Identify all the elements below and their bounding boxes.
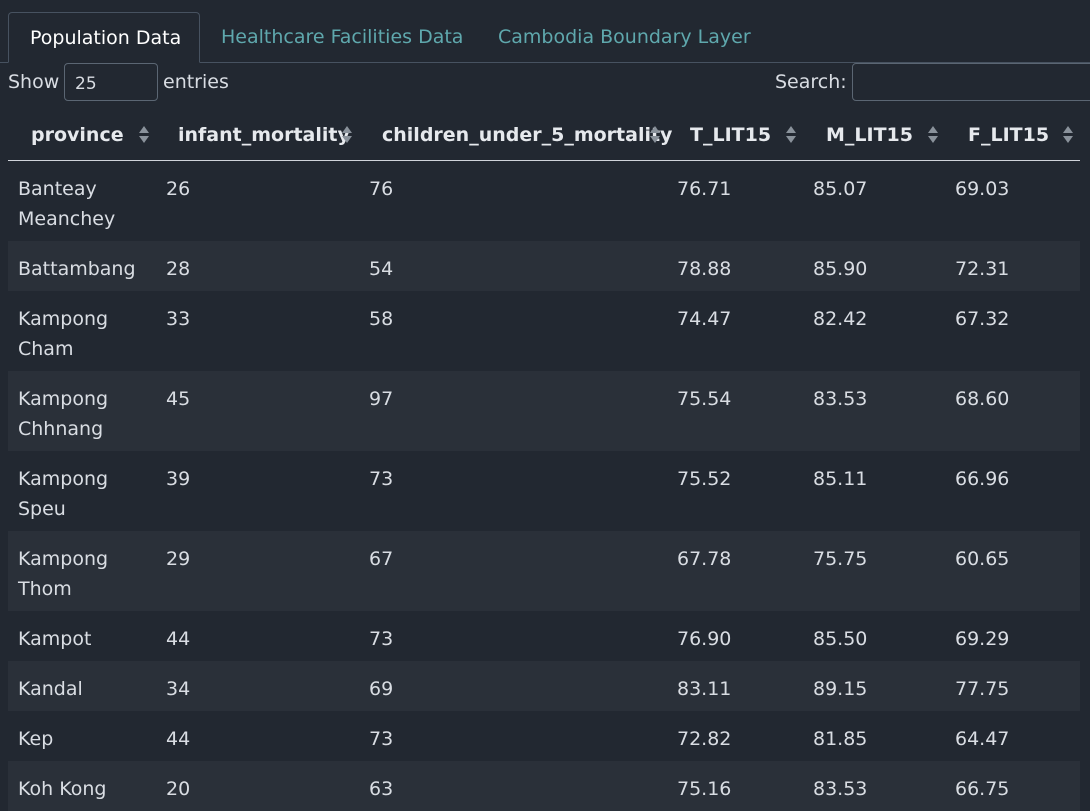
cell-children-under-5-mortality: 76 [369, 178, 394, 200]
table-row[interactable]: Battambang 28 54 78.88 85.90 72.31 [8, 241, 1080, 291]
cell-t-lit15: 76.71 [677, 178, 732, 200]
cell-children-under-5-mortality: 67 [369, 548, 394, 570]
table-row[interactable]: Banteay Meanchey 26 76 76.71 85.07 69.03 [8, 161, 1080, 241]
cell-infant-mortality: 44 [166, 728, 191, 750]
column-header-t-lit15[interactable]: T_LIT15 [690, 124, 772, 146]
cell-children-under-5-mortality: 63 [369, 778, 394, 800]
cell-m-lit15: 82.42 [813, 308, 868, 330]
cell-t-lit15: 76.90 [677, 628, 732, 650]
cell-f-lit15: 67.32 [955, 308, 1010, 330]
cell-province: Kampot [18, 628, 92, 650]
cell-children-under-5-mortality: 58 [369, 308, 394, 330]
cell-infant-mortality: 28 [166, 258, 191, 280]
cell-t-lit15: 72.82 [677, 728, 732, 750]
cell-t-lit15: 74.47 [677, 308, 732, 330]
cell-m-lit15: 89.15 [813, 678, 868, 700]
search-label: Search: [775, 71, 847, 93]
table-row[interactable]: Kandal 34 69 83.11 89.15 77.75 [8, 661, 1080, 711]
table-row[interactable]: Kampot 44 73 76.90 85.50 69.29 [8, 611, 1080, 661]
cell-t-lit15: 75.54 [677, 388, 732, 410]
cell-province: Kampong Cham [18, 308, 109, 360]
cell-f-lit15: 66.96 [955, 468, 1010, 490]
cell-f-lit15: 72.31 [955, 258, 1010, 280]
cell-f-lit15: 66.75 [955, 778, 1010, 800]
cell-infant-mortality: 45 [166, 388, 191, 410]
column-header-province[interactable]: province [31, 124, 124, 146]
cell-f-lit15: 69.29 [955, 628, 1010, 650]
cell-m-lit15: 85.11 [813, 468, 868, 490]
cell-f-lit15: 64.47 [955, 728, 1010, 750]
cell-province: Kampong Chhnang [18, 388, 109, 440]
sort-icon[interactable] [1063, 126, 1073, 144]
cell-m-lit15: 85.07 [813, 178, 868, 200]
cell-m-lit15: 83.53 [813, 778, 868, 800]
cell-f-lit15: 68.60 [955, 388, 1010, 410]
table-body: Banteay Meanchey 26 76 76.71 85.07 69.03… [8, 161, 1080, 811]
page-length-select[interactable]: 25 [64, 63, 158, 101]
tab-cambodia-boundary-layer[interactable]: Cambodia Boundary Layer [498, 26, 751, 48]
cell-province: Banteay Meanchey [18, 178, 116, 230]
cell-infant-mortality: 34 [166, 678, 191, 700]
sort-icon[interactable] [139, 126, 149, 144]
cell-infant-mortality: 20 [166, 778, 191, 800]
tab-bar: Population Data Healthcare Facilities Da… [0, 0, 1090, 63]
cell-children-under-5-mortality: 97 [369, 388, 394, 410]
cell-t-lit15: 78.88 [677, 258, 732, 280]
cell-infant-mortality: 39 [166, 468, 191, 490]
table-row[interactable]: Koh Kong 20 63 75.16 83.53 66.75 [8, 761, 1080, 811]
sort-icon[interactable] [342, 126, 352, 144]
cell-f-lit15: 60.65 [955, 548, 1010, 570]
cell-province: Kep [18, 728, 54, 750]
cell-children-under-5-mortality: 73 [369, 728, 394, 750]
cell-infant-mortality: 29 [166, 548, 191, 570]
cell-children-under-5-mortality: 54 [369, 258, 394, 280]
sort-icon[interactable] [650, 126, 660, 144]
cell-children-under-5-mortality: 73 [369, 628, 394, 650]
cell-province: Kampong Speu [18, 468, 109, 520]
cell-t-lit15: 75.16 [677, 778, 732, 800]
table-row[interactable]: Kampong Chhnang 45 97 75.54 83.53 68.60 [8, 371, 1080, 451]
cell-m-lit15: 81.85 [813, 728, 868, 750]
column-header-children-under-5-mortality[interactable]: children_under_5_mortality [382, 124, 673, 146]
sort-icon[interactable] [786, 126, 796, 144]
table-row[interactable]: Kampong Cham 33 58 74.47 82.42 67.32 [8, 291, 1080, 371]
cell-m-lit15: 85.50 [813, 628, 868, 650]
entries-label: entries [163, 71, 229, 93]
cell-province: Kandal [18, 678, 83, 700]
cell-infant-mortality: 26 [166, 178, 191, 200]
cell-t-lit15: 83.11 [677, 678, 732, 700]
tab-healthcare-facilities-data[interactable]: Healthcare Facilities Data [221, 26, 464, 48]
cell-infant-mortality: 33 [166, 308, 191, 330]
cell-province: Kampong Thom [18, 548, 109, 600]
cell-t-lit15: 75.52 [677, 468, 732, 490]
cell-children-under-5-mortality: 73 [369, 468, 394, 490]
tab-population-data[interactable]: Population Data [8, 12, 200, 63]
table-row[interactable]: Kampong Speu 39 73 75.52 85.11 66.96 [8, 451, 1080, 531]
column-header-infant-mortality[interactable]: infant_mortality [178, 124, 350, 146]
cell-t-lit15: 67.78 [677, 548, 732, 570]
cell-province: Battambang [18, 258, 136, 280]
column-header-m-lit15[interactable]: M_LIT15 [826, 124, 913, 146]
cell-f-lit15: 69.03 [955, 178, 1010, 200]
column-header-f-lit15[interactable]: F_LIT15 [968, 124, 1050, 146]
table-row[interactable]: Kampong Thom 29 67 67.78 75.75 60.65 [8, 531, 1080, 611]
table-header: province infant_mortality children_under… [8, 110, 1080, 161]
cell-m-lit15: 83.53 [813, 388, 868, 410]
table-row[interactable]: Kep 44 73 72.82 81.85 64.47 [8, 711, 1080, 761]
cell-f-lit15: 77.75 [955, 678, 1010, 700]
cell-m-lit15: 75.75 [813, 548, 868, 570]
sort-icon[interactable] [928, 126, 938, 144]
cell-province: Koh Kong [18, 778, 107, 800]
show-label: Show [8, 71, 60, 93]
search-input[interactable] [852, 63, 1090, 101]
cell-children-under-5-mortality: 69 [369, 678, 394, 700]
cell-infant-mortality: 44 [166, 628, 191, 650]
cell-m-lit15: 85.90 [813, 258, 868, 280]
